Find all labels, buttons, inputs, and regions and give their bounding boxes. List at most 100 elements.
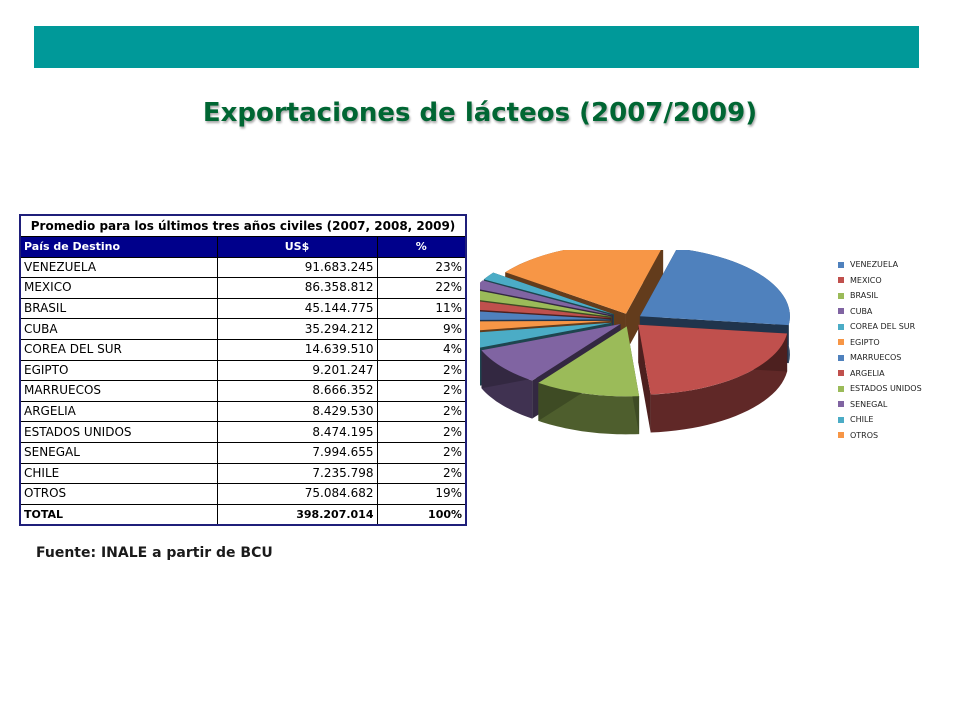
legend-item: BRASIL xyxy=(838,288,953,304)
percent-cell: 2% xyxy=(376,380,467,402)
chart-legend: VENEZUELA MEXICO BRASIL CUBA COREA DEL SUR EG… xyxy=(838,257,953,443)
legend-item: SENEGAL xyxy=(838,397,953,413)
usd-cell: 7.235.798 xyxy=(216,462,378,485)
percent-cell: 2% xyxy=(376,421,467,443)
legend-item: ESTADOS UNIDOS xyxy=(838,381,953,397)
percent-cell: 2% xyxy=(376,462,467,485)
percent-cell: 2% xyxy=(376,400,467,423)
legend-swatch xyxy=(838,354,844,361)
usd-cell: 8.429.530 xyxy=(216,400,378,423)
legend-label: COREA DEL SUR xyxy=(850,322,916,332)
column-header-percent: % xyxy=(376,236,467,258)
table-row: MEXICO 86.358.812 22% xyxy=(19,277,467,299)
total-label: TOTAL xyxy=(19,503,218,526)
percent-cell: 2% xyxy=(376,359,467,382)
legend-item: COREA DEL SUR xyxy=(838,319,953,335)
table-caption: Promedio para los últimos tres años civi… xyxy=(19,214,467,237)
table-row: OTROS 75.084.682 19% xyxy=(19,483,467,505)
usd-cell: 35.294.212 xyxy=(216,318,378,340)
usd-cell: 91.683.245 xyxy=(216,256,378,279)
country-cell: EGIPTO xyxy=(19,359,218,382)
legend-swatch xyxy=(838,323,844,330)
legend-swatch xyxy=(838,401,844,408)
legend-label: EGIPTO xyxy=(850,337,880,347)
country-cell: MEXICO xyxy=(19,277,218,299)
legend-swatch xyxy=(838,292,844,299)
table-row: MARRUECOS 8.666.352 2% xyxy=(19,380,467,402)
country-cell: COREA DEL SUR xyxy=(19,338,218,361)
column-header-country: País de Destino xyxy=(19,236,218,258)
legend-label: OTROS xyxy=(850,430,879,440)
usd-cell: 7.994.655 xyxy=(216,441,378,464)
legend-swatch xyxy=(838,277,844,284)
percent-cell: 19% xyxy=(376,483,467,505)
country-cell: VENEZUELA xyxy=(19,256,218,279)
legend-swatch xyxy=(838,370,844,377)
legend-label: CUBA xyxy=(850,306,873,316)
export-table: Promedio para los últimos tres años civi… xyxy=(19,214,468,527)
legend-item: CUBA xyxy=(838,304,953,320)
percent-cell: 4% xyxy=(376,338,467,361)
country-cell: CUBA xyxy=(19,318,218,340)
pie-chart xyxy=(480,250,790,435)
country-cell: OTROS xyxy=(19,483,218,505)
table-row: EGIPTO 9.201.247 2% xyxy=(19,359,467,382)
legend-label: BRASIL xyxy=(850,291,879,301)
legend-swatch xyxy=(838,339,844,346)
usd-cell: 45.144.775 xyxy=(216,297,378,320)
usd-cell: 9.201.247 xyxy=(216,359,378,382)
table-row: CUBA 35.294.212 9% xyxy=(19,318,467,340)
legend-item: ARGELIA xyxy=(838,366,953,382)
usd-cell: 86.358.812 xyxy=(216,277,378,299)
table-row: VENEZUELA 91.683.245 23% xyxy=(19,256,467,279)
legend-item: CHILE xyxy=(838,412,953,428)
total-percent: 100% xyxy=(376,503,467,526)
percent-cell: 23% xyxy=(376,256,467,279)
country-cell: ARGELIA xyxy=(19,400,218,423)
table-row: COREA DEL SUR 14.639.510 4% xyxy=(19,338,467,361)
source-note: Fuente: INALE a partir de BCU xyxy=(36,545,273,561)
table-row: ARGELIA 8.429.530 2% xyxy=(19,400,467,423)
percent-cell: 11% xyxy=(376,297,467,320)
table-row: BRASIL 45.144.775 11% xyxy=(19,297,467,320)
country-cell: CHILE xyxy=(19,462,218,485)
usd-cell: 75.084.682 xyxy=(216,483,378,505)
table-total-row: TOTAL 398.207.014 100% xyxy=(19,503,467,526)
legend-item: EGIPTO xyxy=(838,335,953,351)
column-header-usd: US$ xyxy=(216,236,378,258)
legend-label: ARGELIA xyxy=(850,368,885,378)
percent-cell: 9% xyxy=(376,318,467,340)
total-usd: 398.207.014 xyxy=(216,503,378,526)
legend-swatch xyxy=(838,432,844,439)
table-row: CHILE 7.235.798 2% xyxy=(19,462,467,485)
legend-swatch xyxy=(838,261,844,268)
table-row: ESTADOS UNIDOS 8.474.195 2% xyxy=(19,421,467,443)
country-cell: BRASIL xyxy=(19,297,218,320)
usd-cell: 14.639.510 xyxy=(216,338,378,361)
percent-cell: 2% xyxy=(376,441,467,464)
page-title: Exportaciones de lácteos (2007/2009) xyxy=(202,98,758,128)
country-cell: SENEGAL xyxy=(19,441,218,464)
legend-item: MEXICO xyxy=(838,273,953,289)
header-bar xyxy=(34,26,919,68)
legend-label: SENEGAL xyxy=(850,399,888,409)
table-header-row: País de Destino US$ % xyxy=(19,236,467,258)
usd-cell: 8.474.195 xyxy=(216,421,378,443)
legend-label: CHILE xyxy=(850,415,874,425)
legend-item: OTROS xyxy=(838,428,953,444)
legend-label: MEXICO xyxy=(850,275,882,285)
usd-cell: 8.666.352 xyxy=(216,380,378,402)
legend-swatch xyxy=(838,416,844,423)
legend-swatch xyxy=(838,308,844,315)
country-cell: MARRUECOS xyxy=(19,380,218,402)
legend-item: VENEZUELA xyxy=(838,257,953,273)
legend-label: MARRUECOS xyxy=(850,353,902,363)
percent-cell: 22% xyxy=(376,277,467,299)
legend-label: VENEZUELA xyxy=(850,260,899,270)
table-row: SENEGAL 7.994.655 2% xyxy=(19,441,467,464)
pie-slice xyxy=(538,326,640,435)
legend-item: MARRUECOS xyxy=(838,350,953,366)
country-cell: ESTADOS UNIDOS xyxy=(19,421,218,443)
legend-swatch xyxy=(838,385,844,392)
pie-slice xyxy=(638,324,788,433)
